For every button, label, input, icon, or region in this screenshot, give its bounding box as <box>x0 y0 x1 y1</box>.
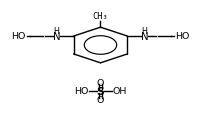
Text: HO: HO <box>74 86 88 95</box>
Text: OH: OH <box>112 86 126 95</box>
Text: CH₃: CH₃ <box>92 12 108 21</box>
Text: H: H <box>53 27 59 36</box>
Text: HO: HO <box>11 32 26 41</box>
Text: N: N <box>140 32 148 42</box>
Text: HO: HO <box>174 32 189 41</box>
Text: S: S <box>96 86 104 96</box>
Text: H: H <box>141 27 147 36</box>
Text: O: O <box>96 78 104 87</box>
Text: O: O <box>96 96 104 105</box>
Text: N: N <box>52 32 60 42</box>
